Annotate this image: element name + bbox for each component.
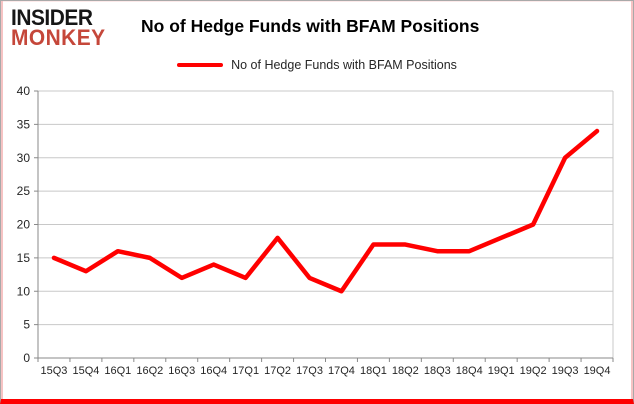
y-tick-label: 10 xyxy=(17,284,31,298)
y-tick-label: 5 xyxy=(23,318,30,332)
x-tick-label: 15Q4 xyxy=(72,365,99,377)
y-tick-label: 20 xyxy=(17,218,31,232)
x-tick-label: 18Q3 xyxy=(424,365,451,377)
y-tick-label: 40 xyxy=(17,84,31,98)
logo-text-monkey: MONKEY xyxy=(11,25,106,51)
chart-title: No of Hedge Funds with BFAM Positions xyxy=(141,16,480,36)
x-tick-label: 17Q1 xyxy=(232,365,259,377)
logo-text-insider: INSIDER xyxy=(11,5,93,30)
y-tick-label: 30 xyxy=(17,151,31,165)
x-tick-label: 19Q4 xyxy=(584,365,611,377)
legend-line-swatch-icon xyxy=(177,62,224,68)
x-tick-label: 15Q3 xyxy=(41,365,68,377)
x-tick-label: 16Q1 xyxy=(104,365,131,377)
x-tick-label: 17Q4 xyxy=(328,365,355,377)
y-tick-label: 15 xyxy=(17,251,31,265)
x-tick-label: 18Q4 xyxy=(456,365,483,377)
data-line-no-of-hedge-funds-with-bfam-positions xyxy=(51,128,600,294)
x-tick-label: 16Q3 xyxy=(168,365,195,377)
chart-legend: No of Hedge Funds with BFAM Positions xyxy=(1,58,633,72)
y-tick-label: 0 xyxy=(23,351,30,365)
legend-label: No of Hedge Funds with BFAM Positions xyxy=(231,58,457,72)
x-tick-label: 18Q1 xyxy=(360,365,387,377)
x-tick-label: 19Q2 xyxy=(520,365,547,377)
x-tick-label: 16Q2 xyxy=(136,365,163,377)
x-tick-label: 16Q4 xyxy=(200,365,227,377)
insider-monkey-logo: INSIDER MONKEY xyxy=(11,5,111,51)
x-tick-label: 17Q3 xyxy=(296,365,323,377)
x-tick-label: 19Q3 xyxy=(552,365,579,377)
x-tick-label: 18Q2 xyxy=(392,365,419,377)
x-tick-label: 17Q2 xyxy=(264,365,291,377)
y-tick-label: 25 xyxy=(17,184,31,198)
x-tick-label: 19Q1 xyxy=(488,365,515,377)
y-tick-label: 35 xyxy=(17,117,31,131)
